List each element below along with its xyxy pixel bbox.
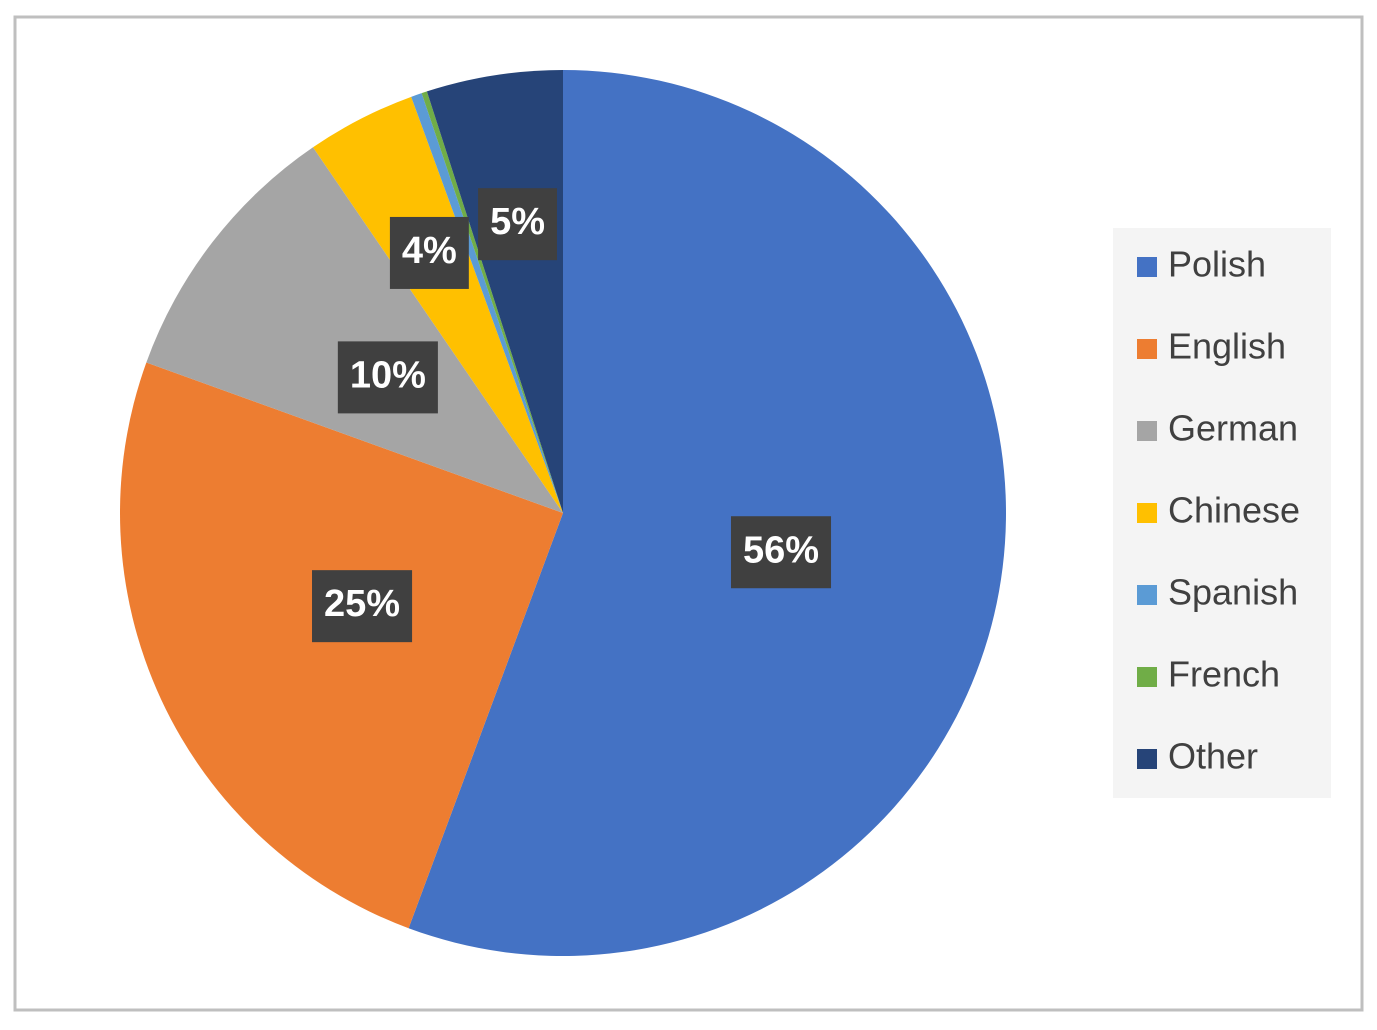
pie-slice — [411, 93, 563, 514]
legend-swatch — [1137, 667, 1157, 687]
legend-label: Polish — [1168, 244, 1266, 285]
pie-slice — [408, 70, 1006, 956]
data-label: 4% — [402, 230, 457, 272]
pie-slice — [421, 91, 563, 513]
legend-swatch — [1137, 585, 1157, 605]
data-label-box — [337, 341, 438, 414]
legend-label: Other — [1168, 736, 1258, 777]
legend-swatch — [1137, 503, 1157, 523]
legend-label: German — [1168, 408, 1298, 449]
legend-swatch — [1137, 257, 1157, 277]
data-label: 25% — [324, 583, 400, 625]
legend-label: Chinese — [1168, 490, 1300, 531]
pie-slice — [146, 147, 564, 513]
pie-slice — [119, 362, 563, 929]
data-label-box — [312, 570, 413, 643]
data-label-box — [478, 188, 557, 261]
data-label-box — [730, 516, 832, 589]
legend-swatch — [1137, 749, 1157, 769]
data-label-box — [389, 216, 469, 289]
legend-label: English — [1168, 326, 1286, 367]
data-label: 10% — [350, 354, 426, 396]
data-label: 5% — [490, 201, 545, 243]
pie-slice — [426, 70, 563, 513]
pie-slice — [313, 96, 563, 514]
legend-label: Spanish — [1168, 572, 1298, 613]
legend-swatch — [1137, 339, 1157, 359]
data-label: 56% — [743, 529, 819, 571]
legend-label: French — [1168, 654, 1280, 695]
legend-swatch — [1137, 421, 1157, 441]
